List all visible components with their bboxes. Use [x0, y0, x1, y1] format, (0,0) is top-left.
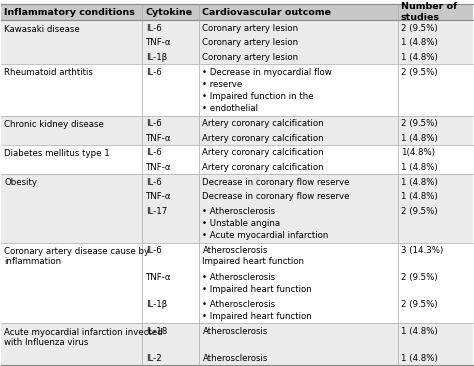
Text: • Atherosclerosis: • Atherosclerosis [202, 207, 275, 216]
FancyBboxPatch shape [0, 4, 473, 20]
Text: IL-18: IL-18 [146, 327, 167, 336]
Text: Atherosclerosis: Atherosclerosis [202, 354, 268, 363]
Text: Coronary artery lesion: Coronary artery lesion [202, 53, 299, 62]
Text: 2 (9.5%): 2 (9.5%) [401, 273, 438, 282]
Text: 1 (4.8%): 1 (4.8%) [401, 193, 438, 201]
FancyBboxPatch shape [0, 324, 473, 365]
Text: TNF-α: TNF-α [146, 273, 172, 282]
Text: Cytokine: Cytokine [146, 8, 193, 16]
Text: IL-6: IL-6 [146, 178, 162, 187]
Text: 1(4.8%): 1(4.8%) [401, 149, 435, 157]
Text: Artery coronary calcification: Artery coronary calcification [202, 119, 324, 128]
Text: Kawasaki disease: Kawasaki disease [4, 25, 80, 34]
Text: IL-6: IL-6 [146, 24, 162, 33]
Text: 1 (4.8%): 1 (4.8%) [401, 354, 438, 363]
Text: • Atherosclerosis: • Atherosclerosis [202, 273, 275, 282]
FancyBboxPatch shape [0, 20, 473, 64]
FancyBboxPatch shape [0, 243, 473, 324]
Text: • Impaired heart function: • Impaired heart function [202, 285, 312, 294]
Text: TNF-α: TNF-α [146, 134, 172, 143]
Text: Artery coronary calcification: Artery coronary calcification [202, 163, 324, 172]
Text: 2 (9.5%): 2 (9.5%) [401, 207, 438, 216]
Text: IL-2: IL-2 [146, 354, 162, 363]
Text: • Decrease in myocardial flow: • Decrease in myocardial flow [202, 68, 332, 77]
FancyBboxPatch shape [0, 145, 473, 174]
Text: • endothelial: • endothelial [202, 104, 258, 113]
Text: TNF-α: TNF-α [146, 163, 172, 172]
Text: • Impaired heart function: • Impaired heart function [202, 312, 312, 321]
Text: Acute myocardial infarction invected
with Influenza virus: Acute myocardial infarction invected wit… [4, 328, 163, 347]
Text: • reserve: • reserve [202, 80, 243, 89]
Text: Chronic kidney disease: Chronic kidney disease [4, 120, 104, 129]
Text: Cardiovascular outcome: Cardiovascular outcome [202, 8, 331, 16]
Text: Atherosclerosis
Impaired heart function: Atherosclerosis Impaired heart function [202, 246, 304, 266]
Text: Artery coronary calcification: Artery coronary calcification [202, 134, 324, 143]
Text: Decrease in coronary flow reserve: Decrease in coronary flow reserve [202, 193, 350, 201]
Text: 1 (4.8%): 1 (4.8%) [401, 163, 438, 172]
FancyBboxPatch shape [0, 116, 473, 145]
Text: 1 (4.8%): 1 (4.8%) [401, 178, 438, 187]
Text: Obesity: Obesity [4, 179, 37, 187]
Text: 2 (9.5%): 2 (9.5%) [401, 119, 438, 128]
FancyBboxPatch shape [0, 64, 473, 116]
Text: IL-6: IL-6 [146, 68, 162, 77]
Text: Coronary artery disease cause by
inflammation: Coronary artery disease cause by inflamm… [4, 247, 149, 266]
Text: 1 (4.8%): 1 (4.8%) [401, 134, 438, 143]
Text: Rheumatoid arthtitis: Rheumatoid arthtitis [4, 68, 93, 78]
Text: Diabetes mellitus type 1: Diabetes mellitus type 1 [4, 149, 110, 158]
Text: • Unstable angina: • Unstable angina [202, 219, 281, 228]
Text: Atherosclerosis: Atherosclerosis [202, 327, 268, 336]
Text: Artery coronary calcification: Artery coronary calcification [202, 149, 324, 157]
Text: 2 (9.5%): 2 (9.5%) [401, 24, 438, 33]
Text: IL-17: IL-17 [146, 207, 167, 216]
Text: • Acute myocardial infarction: • Acute myocardial infarction [202, 231, 329, 240]
Text: IL-6: IL-6 [146, 119, 162, 128]
Text: 3 (14.3%): 3 (14.3%) [401, 246, 443, 255]
Text: • Impaired function in the: • Impaired function in the [202, 92, 314, 101]
Text: TNF-α: TNF-α [146, 193, 172, 201]
Text: 2 (9.5%): 2 (9.5%) [401, 68, 438, 77]
Text: Decrease in coronary flow reserve: Decrease in coronary flow reserve [202, 178, 350, 187]
Text: TNF-α: TNF-α [146, 38, 172, 48]
Text: Number of
studies: Number of studies [401, 3, 457, 22]
Text: IL-1β: IL-1β [146, 300, 167, 309]
Text: Coronary artery lesion: Coronary artery lesion [202, 38, 299, 48]
Text: 1 (4.8%): 1 (4.8%) [401, 38, 438, 48]
Text: Inflammatory conditions: Inflammatory conditions [4, 8, 135, 16]
Text: 2 (9.5%): 2 (9.5%) [401, 300, 438, 309]
Text: 1 (4.8%): 1 (4.8%) [401, 327, 438, 336]
Text: • Atherosclerosis: • Atherosclerosis [202, 300, 275, 309]
Text: IL-6: IL-6 [146, 149, 162, 157]
Text: Coronary artery lesion: Coronary artery lesion [202, 24, 299, 33]
FancyBboxPatch shape [0, 174, 473, 243]
Text: 1 (4.8%): 1 (4.8%) [401, 53, 438, 62]
Text: IL-6: IL-6 [146, 246, 162, 255]
Text: IL-1β: IL-1β [146, 53, 167, 62]
